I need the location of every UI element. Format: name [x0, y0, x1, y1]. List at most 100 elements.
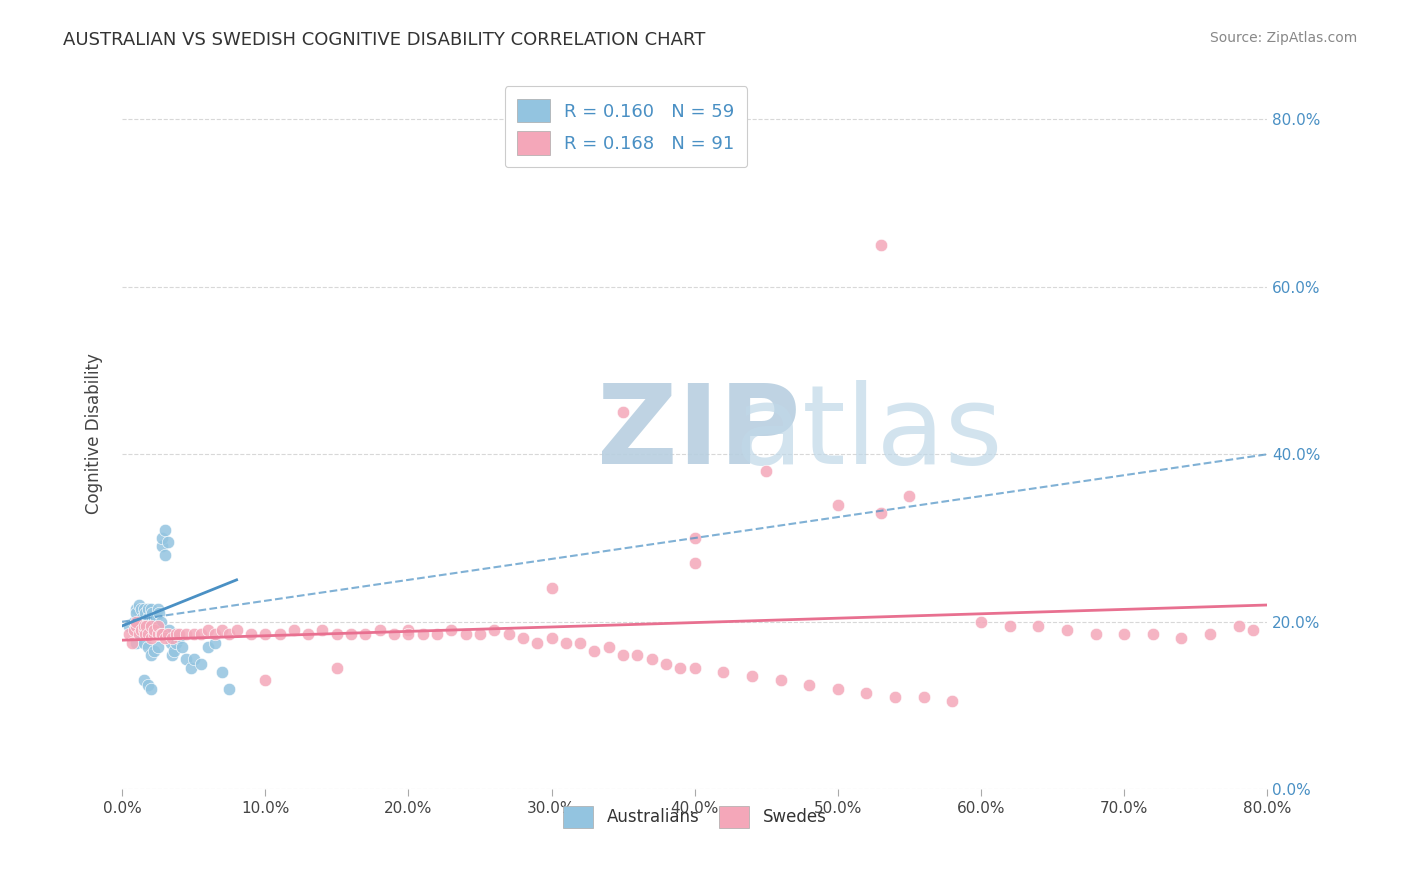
Point [165, 627, 187, 641]
Point [146, 640, 169, 654]
Point [239, 627, 262, 641]
Point [269, 627, 291, 641]
Point [169, 632, 191, 646]
Point [138, 615, 160, 629]
Point [150, 540, 173, 554]
Point [132, 619, 155, 633]
Point [118, 619, 141, 633]
Point [254, 673, 277, 688]
Point [512, 632, 534, 646]
Point [855, 686, 877, 700]
Point [136, 610, 159, 624]
Point [1056, 623, 1078, 637]
Point [612, 405, 634, 419]
Point [142, 610, 165, 624]
Point [340, 627, 363, 641]
Point [683, 531, 706, 545]
Point [132, 635, 155, 649]
Point [134, 607, 156, 621]
Point [145, 610, 167, 624]
Point [146, 619, 169, 633]
Point [128, 627, 150, 641]
Point [297, 627, 319, 641]
Point [176, 627, 198, 641]
Point [142, 627, 165, 641]
Point [142, 623, 165, 637]
Point [204, 635, 226, 649]
Point [150, 531, 173, 545]
Point [160, 648, 183, 663]
Point [125, 615, 148, 629]
Point [218, 681, 240, 696]
Point [153, 548, 176, 562]
Point [540, 581, 562, 595]
Point [118, 627, 141, 641]
Text: AUSTRALIAN VS SWEDISH COGNITIVE DISABILITY CORRELATION CHART: AUSTRALIAN VS SWEDISH COGNITIVE DISABILI… [63, 31, 706, 49]
Point [172, 640, 194, 654]
Point [132, 615, 155, 629]
Point [884, 690, 907, 705]
Point [641, 652, 664, 666]
Point [150, 627, 173, 641]
Point [1114, 627, 1136, 641]
Point [149, 627, 172, 641]
Point [146, 602, 169, 616]
Point [498, 627, 520, 641]
Point [141, 607, 163, 621]
Point [204, 627, 226, 641]
Point [799, 677, 821, 691]
Point [998, 619, 1021, 633]
Point [1026, 619, 1049, 633]
Point [283, 623, 305, 637]
Point [612, 648, 634, 663]
Point [412, 627, 434, 641]
Point [326, 627, 349, 641]
Point [125, 602, 148, 616]
Point [769, 673, 792, 688]
Point [153, 632, 176, 646]
Point [197, 623, 219, 637]
Point [148, 607, 170, 621]
Point [569, 635, 592, 649]
Point [122, 615, 145, 629]
Point [669, 661, 692, 675]
Point [626, 648, 648, 663]
Point [211, 623, 233, 637]
Point [190, 657, 212, 671]
Legend: Australians, Swedes: Australians, Swedes [557, 799, 832, 834]
Point [225, 623, 247, 637]
Point [129, 623, 152, 637]
Point [159, 635, 181, 649]
Point [135, 619, 157, 633]
Y-axis label: Cognitive Disability: Cognitive Disability [86, 353, 103, 514]
Point [139, 681, 162, 696]
Point [121, 635, 143, 649]
Point [156, 627, 179, 641]
Point [683, 556, 706, 570]
Point [128, 627, 150, 641]
Point [368, 623, 391, 637]
Point [139, 619, 162, 633]
Point [183, 627, 205, 641]
Point [132, 623, 155, 637]
Point [898, 489, 921, 503]
Point [1142, 627, 1164, 641]
Text: ZIP: ZIP [598, 380, 801, 487]
Point [190, 627, 212, 641]
Point [583, 644, 606, 658]
Point [139, 632, 162, 646]
Point [125, 635, 148, 649]
Point [132, 602, 155, 616]
Point [354, 627, 377, 641]
Point [655, 657, 678, 671]
Point [157, 623, 180, 637]
Point [326, 661, 349, 675]
Point [149, 615, 172, 629]
Point [1199, 627, 1222, 641]
Point [382, 627, 405, 641]
Point [146, 619, 169, 633]
Point [454, 627, 477, 641]
Point [183, 652, 205, 666]
Point [711, 665, 734, 679]
Point [156, 535, 179, 549]
